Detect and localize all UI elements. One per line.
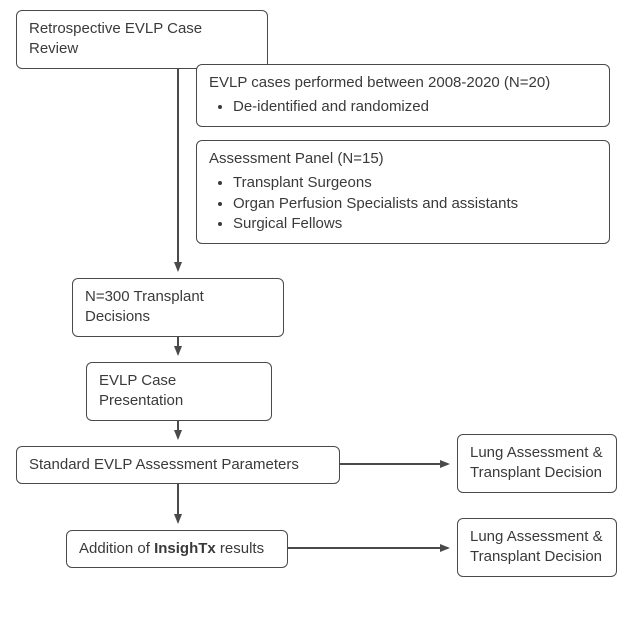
box-title: Standard EVLP Assessment Parameters (29, 456, 299, 473)
box-title: N=300 Transplant Decisions (85, 288, 204, 325)
result-line1: Lung Assessment & (470, 527, 604, 547)
bullet-item: De-identified and randomized (233, 97, 597, 117)
box-evlp-cases: EVLP cases performed between 2008-2020 (… (196, 64, 610, 127)
result-line1: Lung Assessment & (470, 443, 604, 463)
box-retrospective-review: Retrospective EVLP Case Review (16, 10, 268, 69)
bullet-item: Surgical Fellows (233, 214, 597, 234)
box-title: Addition of InsighTx results (79, 540, 264, 557)
bullet-item: Transplant Surgeons (233, 173, 597, 193)
box-title: Retrospective EVLP Case Review (29, 20, 202, 57)
title-bold: InsighTx (154, 540, 216, 557)
box-result-2: Lung Assessment & Transplant Decision (457, 518, 617, 577)
title-suffix: results (216, 540, 264, 557)
result-line2: Transplant Decision (470, 463, 604, 483)
title-prefix: Addition of (79, 540, 154, 557)
box-standard-parameters: Standard EVLP Assessment Parameters (16, 446, 340, 484)
result-line2: Transplant Decision (470, 547, 604, 567)
box-title: EVLP Case Presentation (99, 372, 183, 409)
box-transplant-decisions: N=300 Transplant Decisions (72, 278, 284, 337)
box-case-presentation: EVLP Case Presentation (86, 362, 272, 421)
bullet-list: De-identified and randomized (209, 97, 597, 117)
box-insightx-results: Addition of InsighTx results (66, 530, 288, 568)
box-title: EVLP cases performed between 2008-2020 (… (209, 74, 550, 91)
flowchart-canvas: Retrospective EVLP Case Review EVLP case… (0, 0, 634, 619)
bullet-list: Transplant Surgeons Organ Perfusion Spec… (209, 173, 597, 234)
bullet-item: Organ Perfusion Specialists and assistan… (233, 194, 597, 214)
box-assessment-panel: Assessment Panel (N=15) Transplant Surge… (196, 140, 610, 244)
box-title: Assessment Panel (N=15) (209, 150, 384, 167)
box-result-1: Lung Assessment & Transplant Decision (457, 434, 617, 493)
